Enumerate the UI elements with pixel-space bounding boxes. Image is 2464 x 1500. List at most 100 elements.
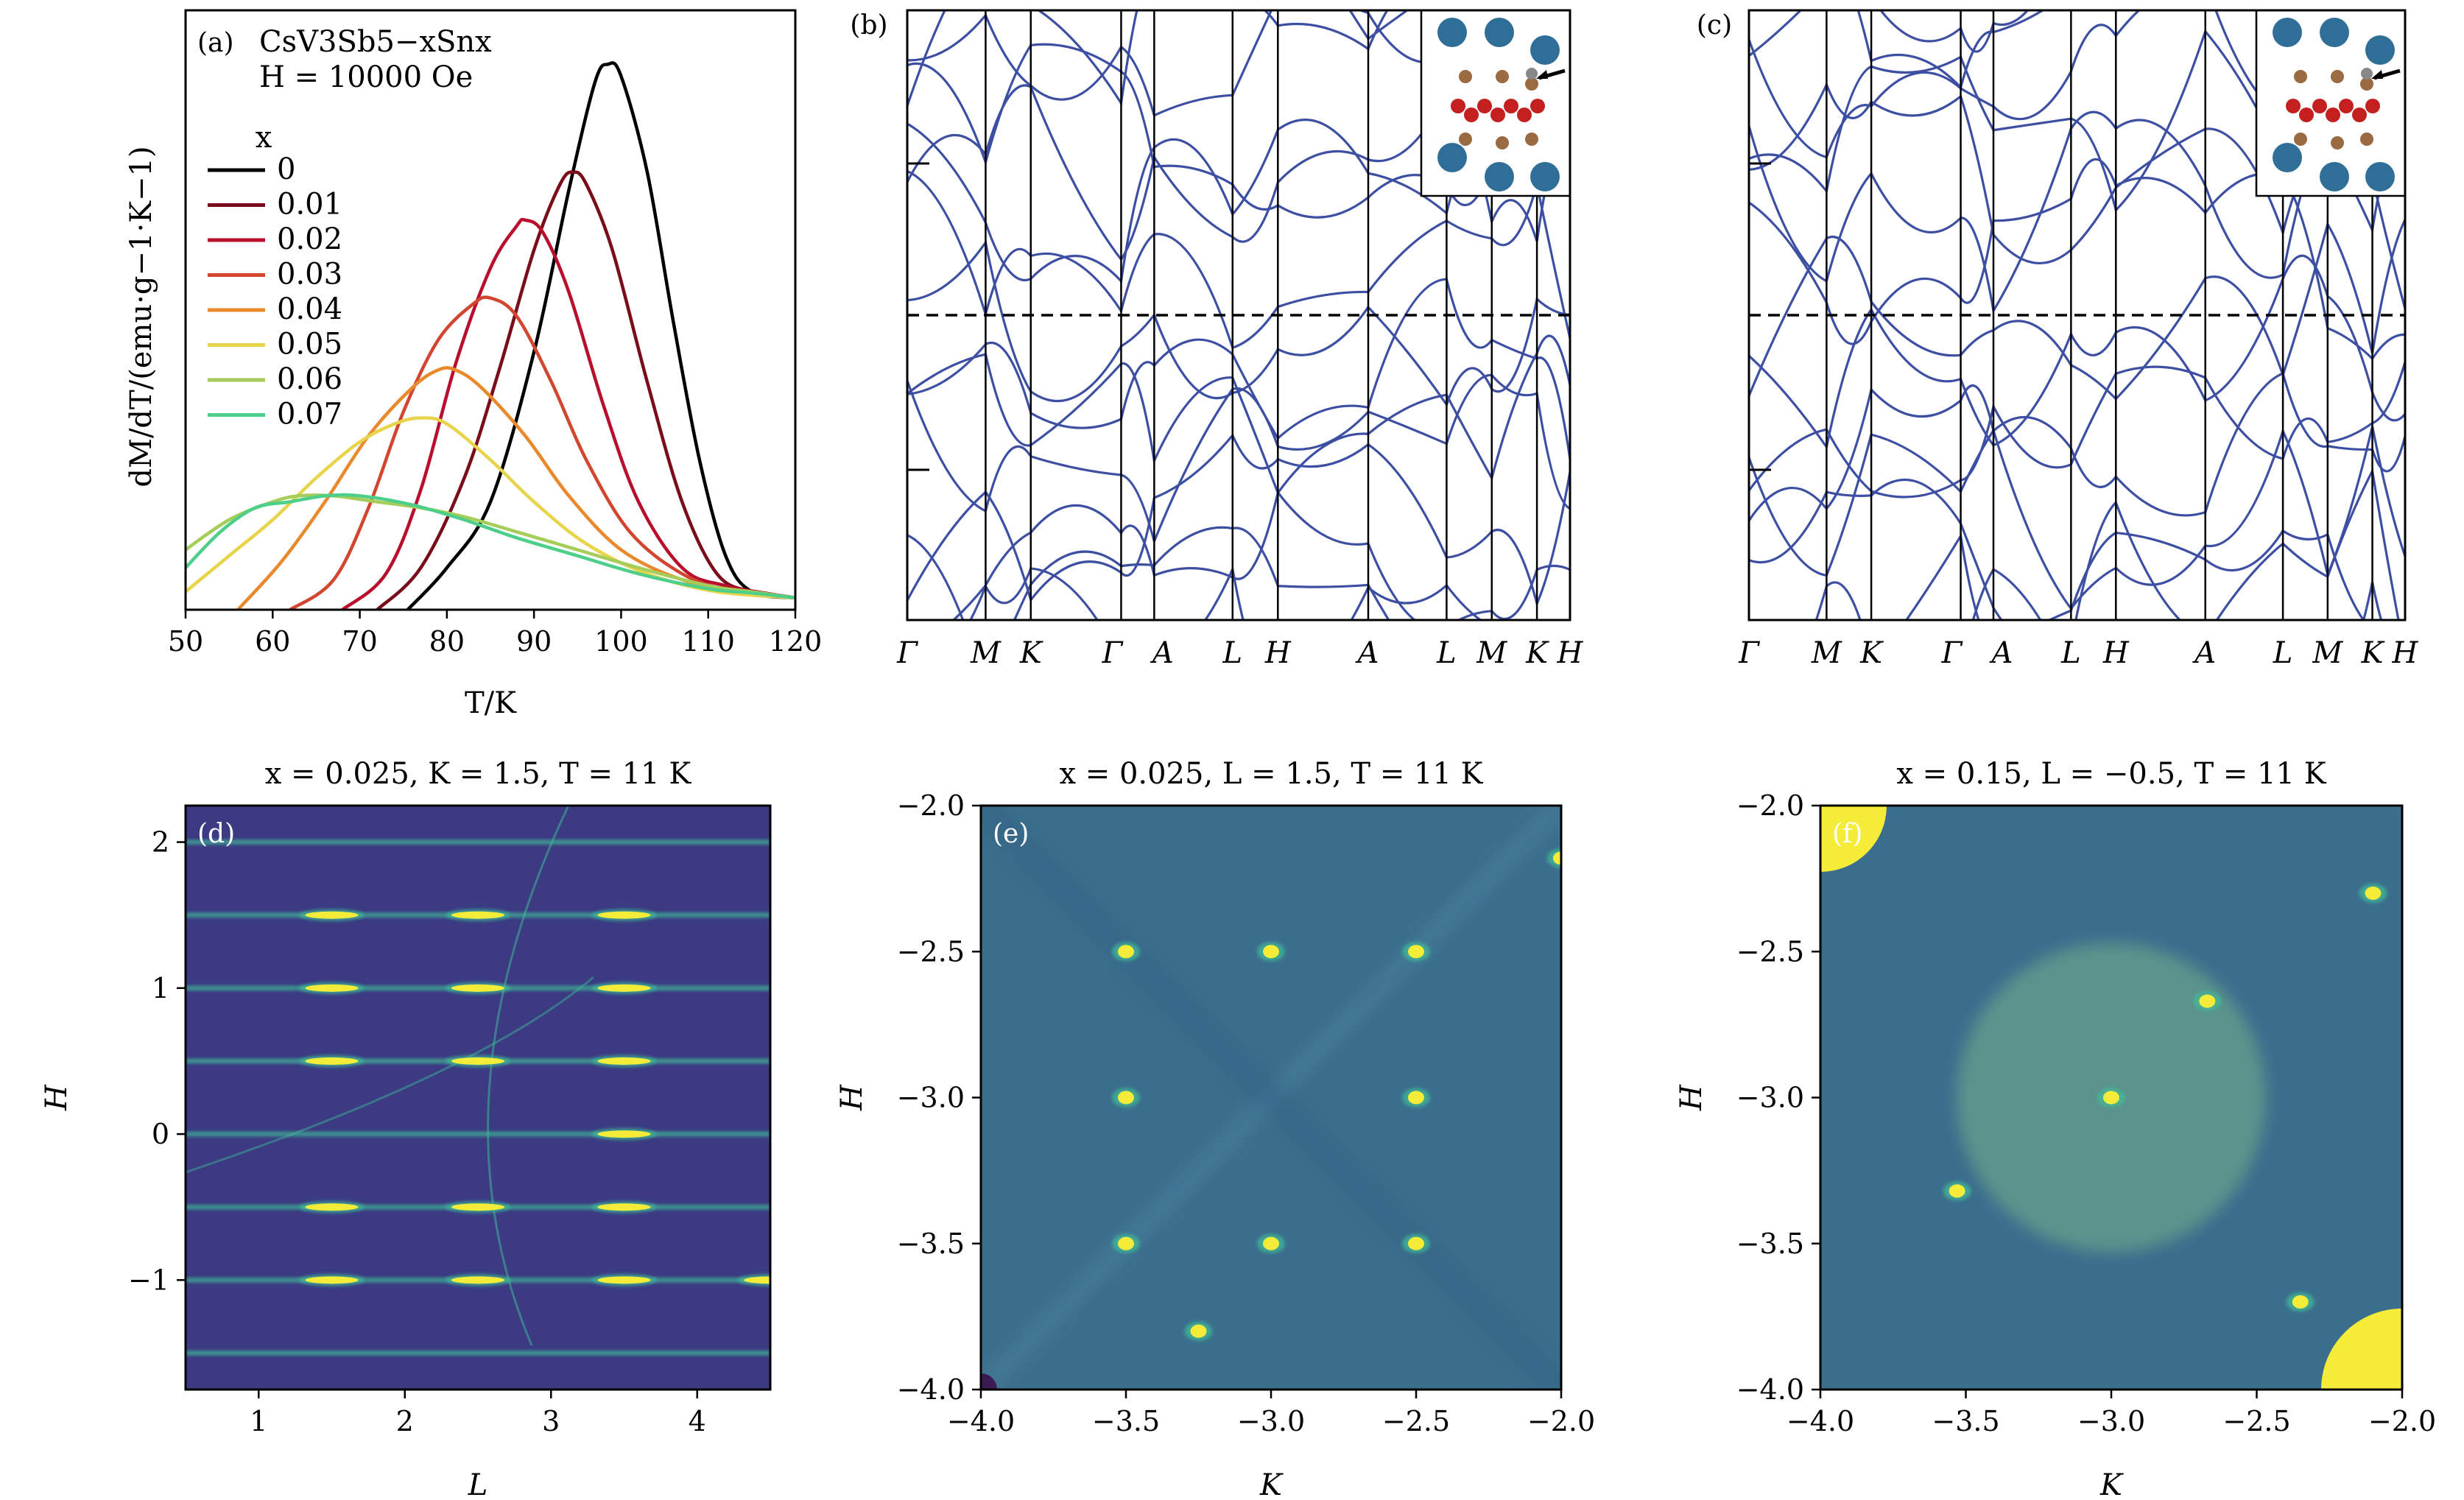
series-line-0.01 bbox=[376, 170, 795, 610]
y-tick-label: 0 bbox=[152, 1118, 169, 1150]
x-tick-label: 1 bbox=[250, 1405, 267, 1437]
v-atom bbox=[1490, 108, 1505, 122]
v-atom bbox=[2286, 99, 2301, 113]
x-tick-label: 50 bbox=[168, 625, 203, 658]
v-atom bbox=[2365, 99, 2380, 113]
y-axis-label: H bbox=[835, 1084, 869, 1111]
corner-intensity bbox=[2321, 1309, 2402, 1390]
series-line-0.02 bbox=[341, 217, 795, 610]
cs-atom bbox=[2365, 35, 2395, 65]
bragg-peak bbox=[1118, 1236, 1134, 1250]
kpoint-label: L bbox=[1436, 636, 1457, 670]
y-tick-label: −3.0 bbox=[1736, 1082, 1804, 1114]
sb-atom bbox=[2294, 133, 2307, 146]
v-atom bbox=[2326, 108, 2340, 122]
legend-entry: 0.04 bbox=[277, 292, 342, 326]
v-atom bbox=[1477, 99, 1492, 113]
x-axis-label: K bbox=[1259, 1468, 1284, 1500]
sb-atom bbox=[1496, 70, 1509, 83]
panel-letter: (f) bbox=[1832, 819, 1862, 849]
bragg-peak bbox=[451, 1276, 504, 1284]
sb-atom bbox=[1459, 133, 1472, 146]
sn-atom bbox=[1526, 68, 1538, 80]
sn-atom bbox=[2361, 68, 2373, 80]
arrow-head-icon bbox=[1536, 70, 1548, 79]
map-background bbox=[186, 806, 770, 1390]
bragg-peak bbox=[2365, 886, 2382, 900]
series-line-0.05 bbox=[186, 416, 795, 599]
kpoint-label: M bbox=[970, 636, 1002, 670]
x-tick-label: 80 bbox=[429, 625, 465, 658]
panel-letter: (d) bbox=[197, 819, 235, 849]
x-axis-label: L bbox=[468, 1468, 488, 1500]
sb-atom bbox=[2360, 77, 2373, 91]
band-line bbox=[951, 490, 1570, 620]
bragg-peak bbox=[597, 1130, 651, 1138]
x-tick-label: −2.0 bbox=[1527, 1405, 1595, 1437]
y-tick-label: −2.5 bbox=[897, 935, 965, 968]
y-tick-label: −3.5 bbox=[897, 1228, 965, 1260]
bragg-peak bbox=[305, 911, 359, 919]
v-atom bbox=[2299, 108, 2314, 122]
bragg-peak bbox=[597, 984, 651, 992]
sb-atom bbox=[1525, 77, 1538, 91]
arrow-head-icon bbox=[2371, 70, 2383, 79]
bragg-peak bbox=[597, 1276, 651, 1284]
sb-atom bbox=[2360, 133, 2373, 146]
y-axis-label: dM/dT/(emu·g−1·K−1) bbox=[124, 146, 158, 487]
bragg-peak bbox=[1408, 1236, 1424, 1250]
bragg-peak bbox=[1553, 851, 1561, 865]
panel-letter: (e) bbox=[993, 819, 1029, 849]
y-tick-label: −2.0 bbox=[897, 789, 965, 822]
band-line bbox=[907, 334, 1570, 496]
band-line bbox=[907, 433, 1570, 608]
v-atom bbox=[1464, 108, 1479, 122]
legend-title: x bbox=[256, 121, 272, 155]
band-line bbox=[907, 170, 1570, 350]
y-axis-label: H bbox=[40, 1084, 74, 1111]
bragg-peak bbox=[744, 1276, 770, 1284]
bragg-peak bbox=[597, 911, 651, 919]
kpoint-label: A bbox=[1355, 636, 1379, 670]
x-tick-label: 90 bbox=[516, 625, 552, 658]
stripe bbox=[186, 839, 770, 845]
series-line-0.03 bbox=[289, 295, 795, 610]
band-line bbox=[1814, 568, 2383, 620]
band-line bbox=[907, 526, 1390, 620]
cs-atom bbox=[1530, 35, 1560, 65]
y-tick-label: −4.0 bbox=[897, 1373, 965, 1406]
kpoint-label: K bbox=[1859, 636, 1884, 670]
x-tick-label: 120 bbox=[769, 625, 823, 658]
kpoint-label: H bbox=[1264, 636, 1292, 670]
diffuse-streak bbox=[981, 806, 1561, 1390]
bragg-peak bbox=[1263, 945, 1279, 959]
panel-title: x = 0.15, L = −0.5, T = 11 K bbox=[1896, 757, 2326, 791]
bragg-peak bbox=[1190, 1324, 1207, 1338]
v-atom bbox=[2312, 99, 2327, 113]
band-line bbox=[969, 565, 1483, 620]
kpoint-label: Γ bbox=[1738, 636, 1760, 670]
kpoint-label: H bbox=[2102, 636, 2130, 670]
panel-f: −4.0 −3.5 −3.0 −2.5 −2.0 −2.0 −2.5 −3.0 −3.5 −4.0… bbox=[1675, 757, 2436, 1500]
series-group bbox=[186, 61, 795, 610]
band-line bbox=[1832, 529, 2365, 620]
legend-entry: 0.01 bbox=[277, 188, 342, 222]
kpoint-label: A bbox=[1989, 636, 2013, 670]
bragg-peak bbox=[2199, 994, 2216, 1008]
legend-entry: 0 bbox=[277, 152, 295, 186]
y-tick-label: 1 bbox=[152, 972, 169, 1004]
kpoint-label: L bbox=[2273, 636, 2293, 670]
kpoint-label: M bbox=[1476, 636, 1507, 670]
x-tick-label: 2 bbox=[396, 1405, 414, 1437]
legend-entry: 0.06 bbox=[277, 362, 342, 396]
heatmap-image bbox=[186, 806, 770, 1390]
y-tick-label: −4.0 bbox=[1736, 1373, 1804, 1406]
kpoint-label: A bbox=[1150, 636, 1174, 670]
kpoint-label: M bbox=[1811, 636, 1842, 670]
powder-ring bbox=[487, 806, 570, 1346]
panel-e: −4.0 −3.5 −3.0 −2.5 −2.0 −2.0 −2.5 −3.0 −3.5 −4.0… bbox=[835, 757, 1595, 1500]
band-line bbox=[1749, 371, 2405, 521]
cs-atom bbox=[2320, 18, 2349, 47]
cs-atom bbox=[2365, 162, 2395, 191]
x-tick-label: 70 bbox=[342, 625, 377, 658]
